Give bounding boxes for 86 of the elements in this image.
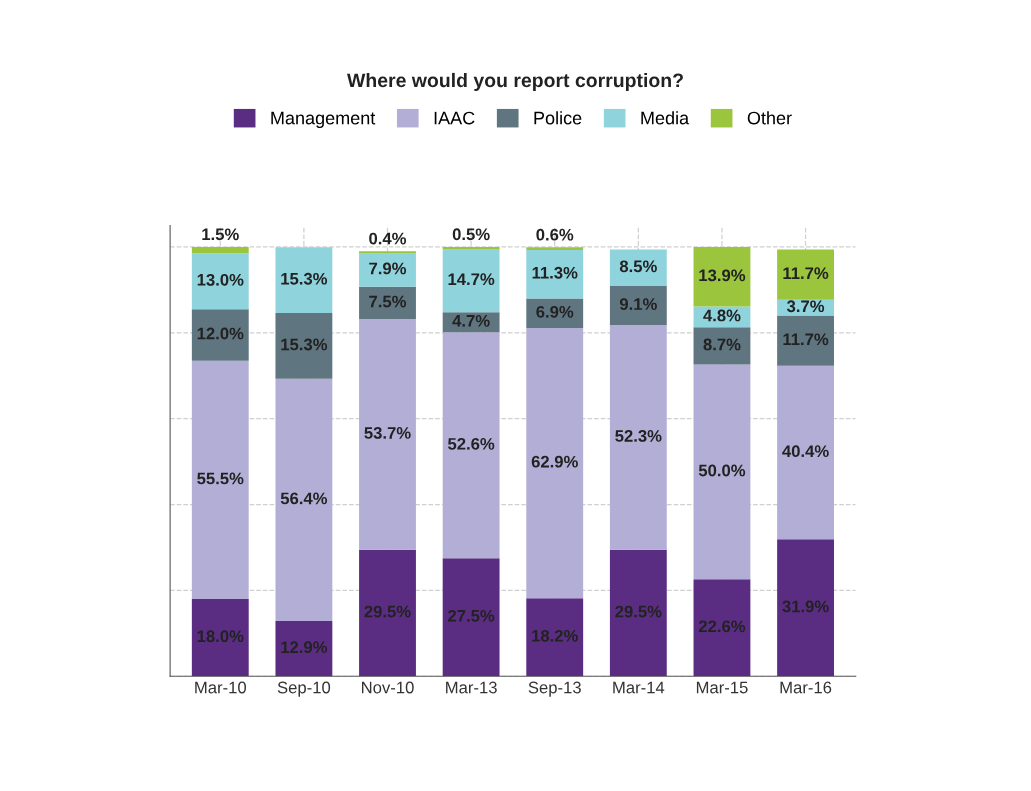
legend-label: IAAC [434,111,475,125]
data-label: 18.0% [197,630,244,643]
data-label: 56.4% [280,492,328,505]
data-label: 0.5% [452,228,490,241]
bar [191,246,249,254]
bar [609,325,667,550]
data-label: 7.9% [369,262,407,275]
x-tick-label: Mar-14 [613,681,665,694]
bar [359,286,416,320]
data-label: 11.3% [532,266,578,279]
data-label: 40.4% [782,445,829,458]
bar [526,247,584,250]
data-label: 1.5% [202,228,239,241]
bar [777,365,834,540]
data-label: 29.5% [364,605,411,618]
bar [275,247,333,314]
data-label: 18.2% [532,629,578,642]
data-label: 13.0% [197,273,244,286]
data-label: 14.7% [448,273,495,286]
data-label: 0.4% [369,232,407,245]
bar [526,328,584,599]
bar [442,558,500,677]
data-label: 52.3% [615,430,662,442]
data-label: 52.6% [448,437,495,450]
x-tick-label: Sep-10 [277,681,331,697]
data-label: 62.9% [531,455,578,468]
bar [442,249,500,313]
data-label: 12.0% [197,327,244,340]
data-label: 8.5% [619,260,657,273]
data-label: 11.7% [783,333,829,346]
data-label: 6.9% [536,305,574,318]
x-tick-label: Sep-13 [528,681,581,697]
data-label: 29.5% [615,605,662,618]
data-label: 31.9% [782,600,829,613]
bar [693,327,751,365]
bar [693,246,751,307]
x-tick-label: Mar-15 [696,681,748,694]
data-label: 27.5% [448,609,495,622]
data-label: 7.5% [369,295,407,308]
bar [275,378,333,621]
bar [526,298,584,329]
data-label: 12.9% [281,641,328,654]
data-label: 15.3% [281,272,328,285]
data-label: 0.6% [536,228,574,241]
data-label: 3.7% [786,300,825,313]
bar [609,285,667,326]
bar [359,252,416,287]
bar [693,364,751,580]
data-label: 15.3% [281,338,328,351]
data-label: 9.1% [619,298,657,310]
legend-label: Management [271,111,376,129]
bar [777,315,834,366]
data-label: 55.5% [197,472,244,485]
data-label: 4.7% [452,314,490,327]
legend-label: Police [534,111,582,125]
bar [191,599,249,677]
bar [442,246,500,250]
bar [777,539,834,677]
data-label: 8.7% [703,338,741,351]
bar [191,360,249,600]
data-label: 50.0% [698,464,746,477]
bar [526,598,584,677]
legend-label: Media [641,111,690,125]
data-label: 53.7% [364,427,411,439]
bar [693,579,751,677]
bar [191,253,249,310]
bar [191,309,249,361]
data-label: 4.8% [703,309,741,322]
bar [275,620,333,677]
data-label: 22.6% [698,620,746,633]
bar [526,249,584,299]
bar [359,319,416,550]
bar [442,332,500,559]
x-tick-label: Mar-16 [780,681,832,694]
x-tick-label: Nov-10 [362,681,414,694]
bar [777,249,834,300]
legend-label: Other [747,111,792,125]
x-tick-label: Mar-10 [195,681,247,694]
bar [359,549,416,677]
x-tick-label: Mar-13 [446,681,497,694]
chart-title: Where would you report corruption? [347,72,683,92]
data-label: 13.9% [699,269,746,282]
bar [609,249,667,286]
bar [609,549,667,677]
bar [275,313,333,379]
data-label: 11.7% [783,267,829,280]
